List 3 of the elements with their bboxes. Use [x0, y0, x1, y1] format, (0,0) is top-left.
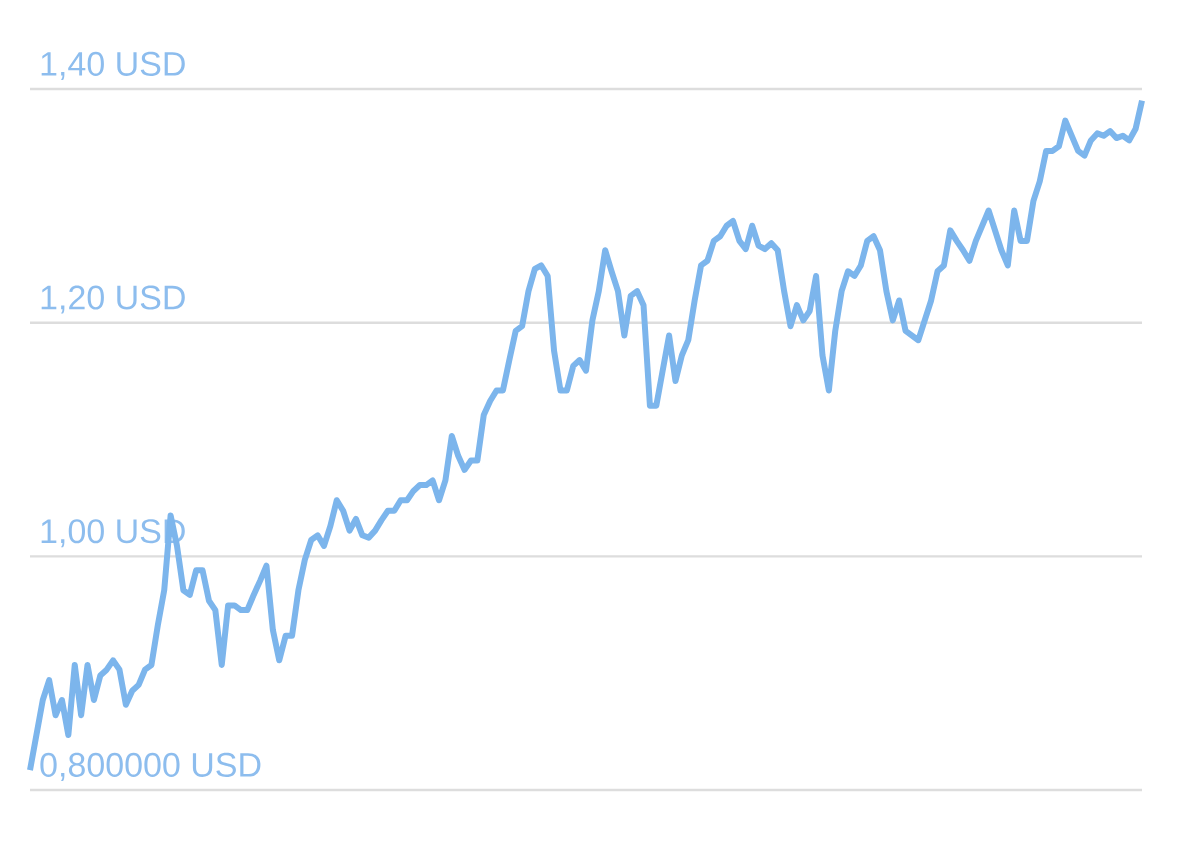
- y-tick-label: 1,40 USD: [41, 51, 185, 80]
- y-tick-label: 0,800000 USD: [40, 752, 261, 781]
- y-tick-label: 1,20 USD: [41, 285, 185, 314]
